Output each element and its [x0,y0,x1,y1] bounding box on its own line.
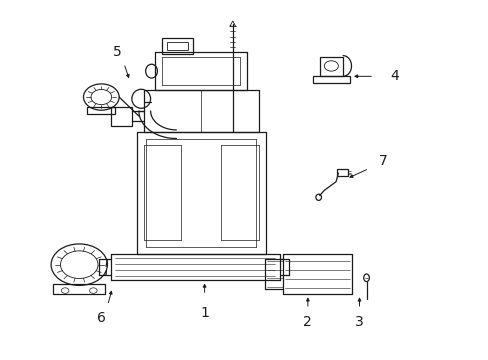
Bar [336,169,347,176]
Text: 4: 4 [389,69,398,83]
Text: 7: 7 [378,154,386,168]
Bar [162,38,192,54]
Text: 1: 1 [200,306,208,320]
Text: 3: 3 [354,315,363,329]
Bar [167,42,188,50]
Bar [87,107,115,114]
Bar [53,284,105,294]
Text: 6: 6 [97,311,105,325]
Bar [110,107,132,126]
Text: 5: 5 [113,45,122,59]
Bar [312,76,349,82]
Bar [319,57,343,76]
Text: 2: 2 [303,315,312,329]
